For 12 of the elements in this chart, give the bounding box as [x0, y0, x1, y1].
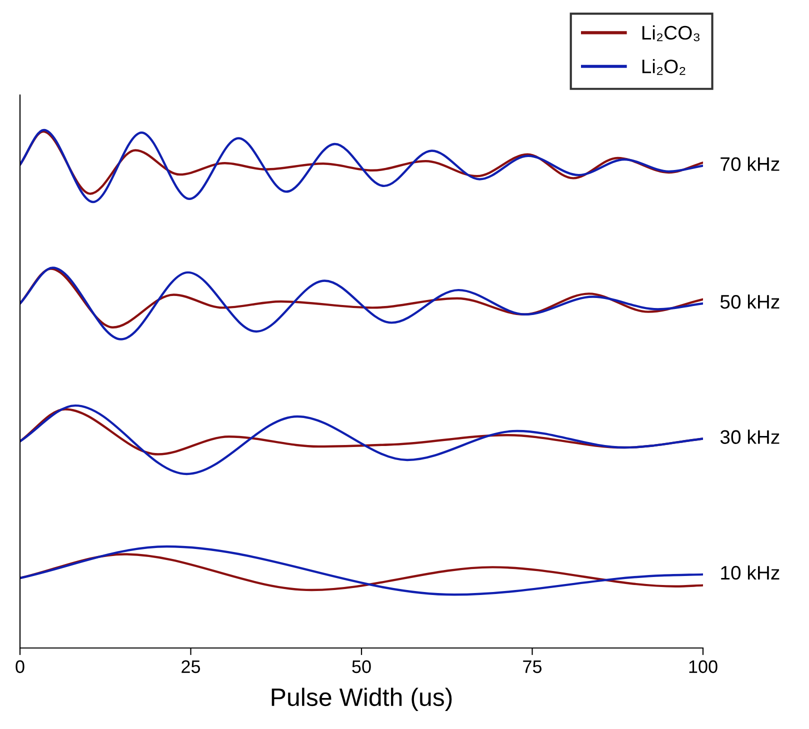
text: 70 kHz — [720, 156, 780, 171]
legend-label: Li₂O₂ — [642, 59, 686, 75]
text: 30 kHz — [720, 430, 780, 444]
text: 50 kHz — [720, 294, 780, 309]
text: 10 kHz — [721, 565, 780, 580]
x-tick-label: 0 — [16, 660, 24, 674]
x-tick-label: 50 — [352, 660, 371, 674]
x-tick-label: 75 — [523, 660, 542, 674]
x-tick-label: 100 — [689, 660, 718, 674]
legend-label: Li₂CO₃ — [642, 25, 700, 42]
x-axis-title: Pulse Width (us) — [272, 688, 452, 712]
x-tick-label: 25 — [182, 660, 200, 674]
